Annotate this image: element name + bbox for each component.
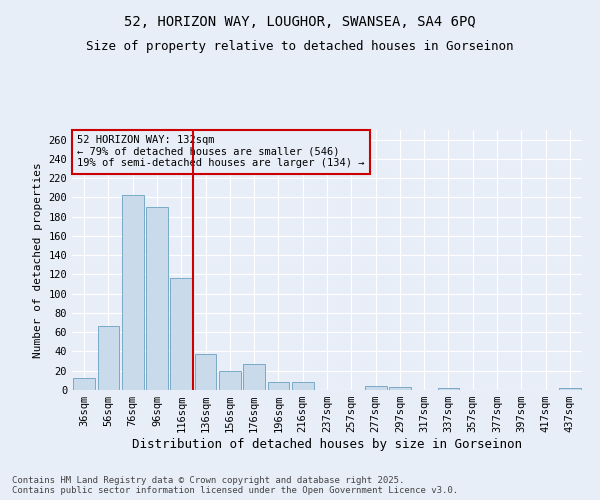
Bar — [73, 378, 95, 390]
Bar — [146, 207, 168, 390]
Bar — [437, 388, 460, 390]
Bar — [219, 370, 241, 390]
Bar — [194, 354, 217, 390]
Bar — [268, 382, 289, 390]
Text: 52, HORIZON WAY, LOUGHOR, SWANSEA, SA4 6PQ: 52, HORIZON WAY, LOUGHOR, SWANSEA, SA4 6… — [124, 15, 476, 29]
Bar — [170, 278, 192, 390]
X-axis label: Distribution of detached houses by size in Gorseinon: Distribution of detached houses by size … — [132, 438, 522, 451]
Text: Contains HM Land Registry data © Crown copyright and database right 2025.
Contai: Contains HM Land Registry data © Crown c… — [12, 476, 458, 495]
Text: 52 HORIZON WAY: 132sqm
← 79% of detached houses are smaller (546)
19% of semi-de: 52 HORIZON WAY: 132sqm ← 79% of detached… — [77, 135, 365, 168]
Bar — [365, 386, 386, 390]
Text: Size of property relative to detached houses in Gorseinon: Size of property relative to detached ho… — [86, 40, 514, 53]
Bar — [292, 382, 314, 390]
Bar — [243, 364, 265, 390]
Bar — [389, 387, 411, 390]
Y-axis label: Number of detached properties: Number of detached properties — [33, 162, 43, 358]
Bar — [97, 326, 119, 390]
Bar — [559, 388, 581, 390]
Bar — [122, 196, 143, 390]
